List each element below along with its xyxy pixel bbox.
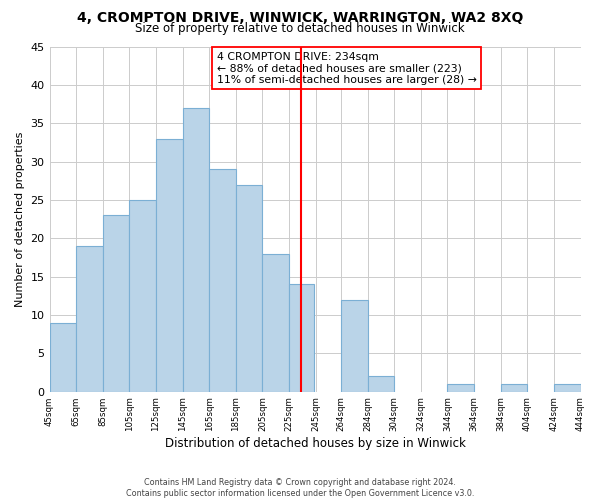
Text: Size of property relative to detached houses in Winwick: Size of property relative to detached ho… (135, 22, 465, 35)
Bar (500, 384, 527, 392)
Text: Contains HM Land Registry data © Crown copyright and database right 2024.
Contai: Contains HM Land Registry data © Crown c… (126, 478, 474, 498)
Text: 4, CROMPTON DRIVE, WINWICK, WARRINGTON, WA2 8XQ: 4, CROMPTON DRIVE, WINWICK, WARRINGTON, … (77, 11, 523, 25)
Bar (182, 108, 209, 392)
Bar (554, 384, 581, 392)
X-axis label: Distribution of detached houses by size in Winwick: Distribution of detached houses by size … (164, 437, 466, 450)
Bar (236, 184, 262, 392)
Bar (289, 284, 314, 392)
Bar (368, 376, 394, 392)
Text: 4 CROMPTON DRIVE: 234sqm
← 88% of detached houses are smaller (223)
11% of semi-: 4 CROMPTON DRIVE: 234sqm ← 88% of detach… (217, 52, 476, 85)
Bar (341, 300, 368, 392)
Bar (156, 138, 182, 392)
Bar (76, 246, 103, 392)
Bar (209, 169, 236, 392)
Bar (50, 322, 76, 392)
Bar (130, 200, 156, 392)
Bar (448, 384, 474, 392)
Bar (103, 216, 130, 392)
Y-axis label: Number of detached properties: Number of detached properties (15, 132, 25, 307)
Bar (262, 254, 289, 392)
